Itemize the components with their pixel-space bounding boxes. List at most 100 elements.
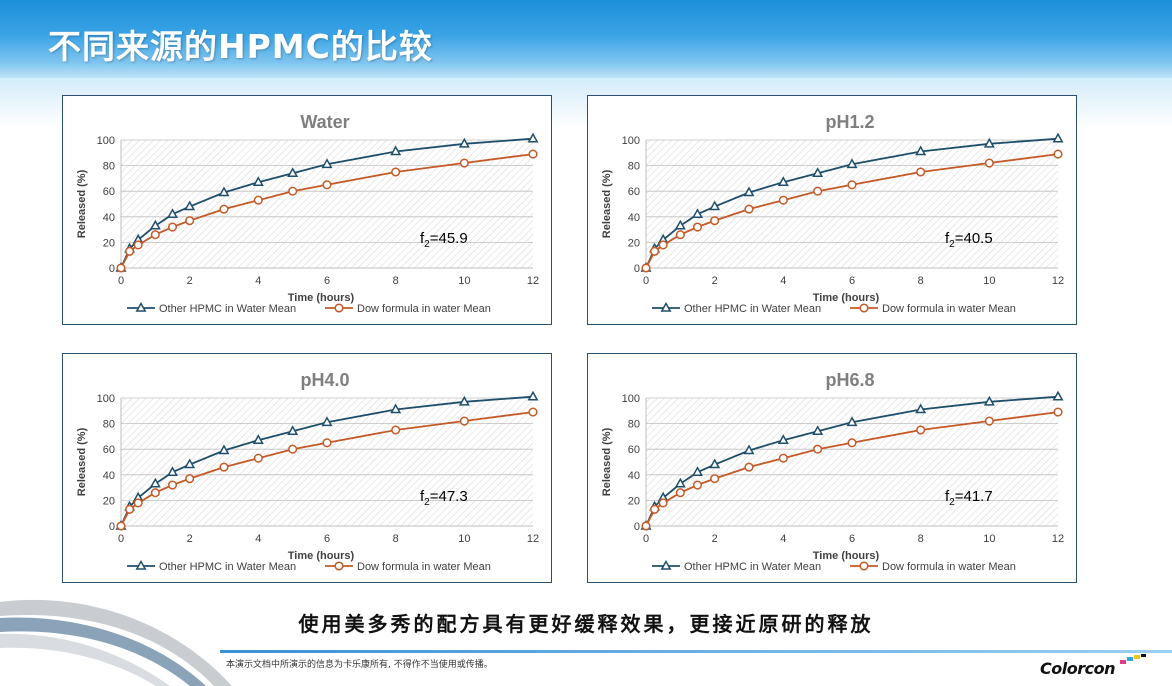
data-point-triangle: [846, 416, 858, 427]
data-point-triangle: [777, 176, 789, 186]
data-point-circle: [133, 240, 143, 250]
x-tick-label: 6: [849, 533, 855, 545]
data-point-triangle: [915, 403, 927, 414]
data-point-triangle: [709, 458, 721, 469]
data-point-circle: [1053, 407, 1063, 417]
data-point-circle: [916, 167, 926, 177]
legend-marker-triangle: [135, 559, 147, 570]
data-point-triangle: [458, 137, 470, 148]
data-point-circle: [641, 263, 651, 273]
f2-annotation: f2=47.3: [420, 488, 468, 508]
legend-marker-triangle: [660, 559, 672, 570]
data-point-circle: [813, 444, 823, 454]
data-point-triangle: [167, 208, 178, 218]
data-point-circle: [528, 407, 538, 417]
data-point-circle: [650, 504, 660, 514]
data-point-circle: [459, 158, 469, 168]
chart-panel-water: 0 20 40 60 80 100 0 2 4 6 8 10 12 Water Time (hours) Re…: [62, 95, 552, 325]
y-tick-label: 60: [103, 186, 115, 198]
legend-label: Other HPMC in Water Mean: [159, 561, 296, 573]
data-point-circle: [150, 230, 160, 240]
y-axis-label: Released (%): [76, 169, 88, 238]
data-point-triangle: [527, 390, 539, 401]
x-tick-label: 6: [324, 275, 330, 287]
data-point-circle: [219, 462, 229, 472]
data-point-triangle: [674, 219, 686, 230]
x-tick-label: 8: [393, 533, 399, 545]
data-point-triangle: [1052, 132, 1064, 143]
y-tick-label: 0: [109, 521, 115, 533]
data-point-triangle: [167, 466, 178, 476]
y-tick-label: 20: [103, 495, 115, 507]
x-tick-label: 10: [458, 275, 470, 287]
x-axis-label: Time (hours): [813, 292, 880, 304]
data-point-circle: [167, 222, 178, 232]
x-tick-label: 2: [712, 533, 718, 545]
data-point-circle: [322, 438, 332, 448]
data-point-triangle: [527, 132, 539, 143]
data-point-circle: [675, 488, 685, 498]
data-point-circle: [391, 167, 401, 177]
chart-title: Water: [300, 112, 349, 132]
data-point-triangle: [709, 200, 721, 211]
f2-symbol: f: [420, 230, 425, 247]
x-tick-label: 4: [780, 533, 786, 545]
legend-label: Dow formula in water Mean: [357, 561, 491, 573]
data-point-circle: [116, 263, 126, 273]
legend-label: Other HPMC in Water Mean: [159, 303, 296, 315]
data-point-circle: [692, 480, 703, 490]
f2-subscript: 2: [424, 239, 430, 250]
y-axis-label: Released (%): [601, 427, 613, 496]
data-point-circle: [710, 216, 720, 226]
data-point-triangle: [846, 158, 858, 169]
data-point-circle: [253, 453, 263, 463]
data-point-circle: [167, 480, 178, 490]
legend-marker-circle: [334, 303, 344, 313]
y-tick-label: 100: [622, 135, 640, 147]
x-tick-label: 8: [393, 275, 399, 287]
x-tick-label: 12: [527, 275, 539, 287]
legend-marker-triangle: [660, 301, 672, 312]
data-point-triangle: [915, 145, 927, 156]
legend-marker-circle: [859, 303, 869, 313]
data-point-triangle: [674, 477, 686, 488]
data-point-triangle: [983, 137, 995, 148]
data-point-circle: [847, 180, 857, 190]
chart-title: pH1.2: [825, 112, 874, 132]
data-point-circle: [150, 488, 160, 498]
data-point-circle: [288, 444, 298, 454]
data-point-circle: [744, 204, 754, 214]
y-tick-label: 0: [634, 263, 640, 275]
data-point-circle: [641, 521, 651, 531]
x-tick-label: 2: [187, 275, 193, 287]
y-tick-label: 20: [628, 237, 640, 249]
slide-caption: 使用美多秀的配方具有更好缓释效果，更接近原研的释放: [298, 612, 874, 636]
data-point-circle: [116, 521, 126, 531]
y-axis-label: Released (%): [601, 169, 613, 238]
f2-value: =45.9: [430, 230, 468, 247]
x-axis-label: Time (hours): [288, 292, 355, 304]
x-tick-label: 0: [118, 533, 124, 545]
f2-symbol: f: [945, 488, 950, 505]
legend-label: Other HPMC in Water Mean: [684, 561, 821, 573]
data-point-circle: [675, 230, 685, 240]
y-tick-label: 80: [103, 161, 115, 173]
footer-divider: [220, 650, 1172, 653]
data-point-circle: [984, 416, 994, 426]
f2-annotation: f2=41.7: [945, 488, 993, 508]
y-tick-label: 20: [103, 237, 115, 249]
legend-marker-triangle: [135, 301, 147, 312]
data-point-circle: [744, 462, 754, 472]
f2-value: =41.7: [955, 488, 993, 505]
chart-title: pH4.0: [300, 370, 349, 390]
data-point-triangle: [390, 403, 402, 414]
data-point-triangle: [218, 444, 230, 455]
data-point-circle: [813, 186, 823, 196]
legend-label: Dow formula in water Mean: [882, 303, 1016, 315]
slide-title: 不同来源的HPMC的比较: [48, 27, 433, 66]
y-tick-label: 100: [97, 135, 115, 147]
chart-ph1-2: 0 20 40 60 80 100 0 2 4 6 8 10 12 pH1.2 Time (hours) Re…: [601, 112, 1064, 315]
y-tick-label: 0: [634, 521, 640, 533]
x-tick-label: 0: [643, 533, 649, 545]
y-tick-label: 60: [103, 444, 115, 456]
